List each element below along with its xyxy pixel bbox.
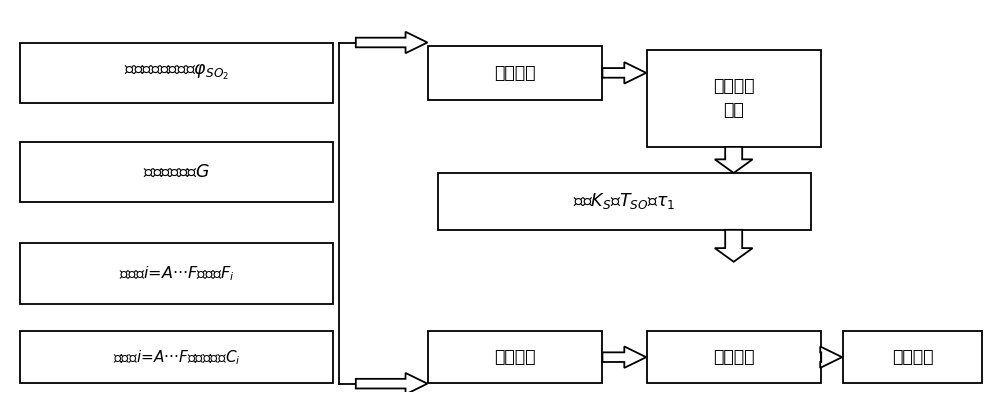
Text: 实时数据: 实时数据 bbox=[494, 348, 536, 366]
FancyBboxPatch shape bbox=[647, 49, 821, 147]
Text: 获得$K_S$、$T_{SO}$、$\tau_1$: 获得$K_S$、$T_{SO}$、$\tau_1$ bbox=[573, 192, 675, 211]
FancyBboxPatch shape bbox=[428, 45, 602, 100]
FancyBboxPatch shape bbox=[20, 43, 333, 103]
Text: 磨煤机$i$=$A$···$F$煤质含硫量$C_i$: 磨煤机$i$=$A$···$F$煤质含硫量$C_i$ bbox=[113, 348, 241, 367]
Text: 历史数据: 历史数据 bbox=[494, 64, 536, 82]
FancyBboxPatch shape bbox=[428, 331, 602, 384]
FancyBboxPatch shape bbox=[20, 142, 333, 202]
Polygon shape bbox=[356, 373, 427, 394]
Polygon shape bbox=[715, 230, 753, 262]
Polygon shape bbox=[356, 32, 427, 53]
Text: 预测模型: 预测模型 bbox=[713, 348, 754, 366]
Text: 烟气体积流量$G$: 烟气体积流量$G$ bbox=[143, 163, 210, 181]
Polygon shape bbox=[715, 147, 753, 173]
Polygon shape bbox=[602, 346, 646, 368]
Text: 参数辨识
模型: 参数辨识 模型 bbox=[713, 77, 754, 119]
FancyBboxPatch shape bbox=[20, 243, 333, 304]
Text: 输出结果: 输出结果 bbox=[892, 348, 933, 366]
Polygon shape bbox=[820, 346, 842, 368]
Text: 硫氧化物体积浓度$\varphi_{SO_2}$: 硫氧化物体积浓度$\varphi_{SO_2}$ bbox=[124, 63, 229, 83]
FancyBboxPatch shape bbox=[438, 173, 811, 229]
Text: 磨煤机$i$=$A$···$F$给煤量$F_i$: 磨煤机$i$=$A$···$F$给煤量$F_i$ bbox=[119, 264, 235, 283]
FancyBboxPatch shape bbox=[20, 331, 333, 384]
Polygon shape bbox=[602, 62, 646, 84]
FancyBboxPatch shape bbox=[647, 331, 821, 384]
FancyBboxPatch shape bbox=[843, 331, 982, 384]
